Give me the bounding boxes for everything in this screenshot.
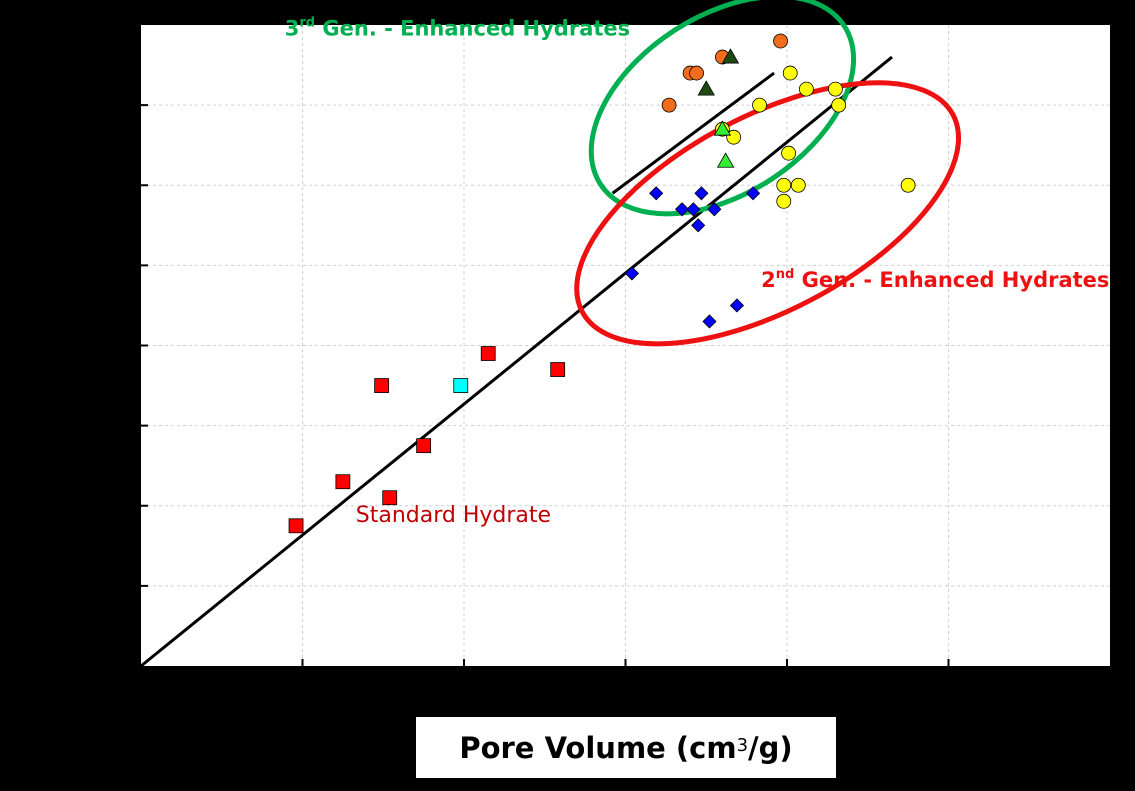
circle-marker xyxy=(781,145,797,161)
square-marker xyxy=(374,378,390,393)
triangle-marker xyxy=(716,152,735,168)
square-marker xyxy=(550,362,566,377)
diamond-marker xyxy=(674,202,690,217)
trend-line xyxy=(140,55,893,668)
square-marker xyxy=(335,474,351,490)
annotation-text: Gen. - Enhanced Hydrates xyxy=(315,16,630,40)
diamond-marker xyxy=(729,298,745,313)
gridlines xyxy=(141,25,1110,666)
data-points xyxy=(288,33,916,534)
circle-marker xyxy=(689,65,704,81)
diamond-marker xyxy=(707,202,722,217)
x-axis-label-sup: 3 xyxy=(736,735,749,756)
circle-marker xyxy=(831,97,847,113)
circle-marker xyxy=(752,97,767,113)
annotation-sup: rd xyxy=(299,15,315,30)
annotation-label: 3rd Gen. - Enhanced Hydrates xyxy=(285,15,630,40)
triangle-marker xyxy=(713,120,732,136)
triangle-marker xyxy=(721,48,740,64)
square-marker xyxy=(416,438,432,454)
circle-marker xyxy=(661,97,677,113)
diamond-marker xyxy=(702,314,717,329)
x-axis-label: Pore Volume (cm 3/g) xyxy=(416,717,836,778)
circle-marker xyxy=(782,65,798,81)
annotation-text: Standard Hydrate xyxy=(356,503,551,528)
annotation-prefix: 3 xyxy=(285,16,300,40)
diamond-marker xyxy=(694,186,709,201)
diamond-marker xyxy=(624,266,640,281)
circle-marker xyxy=(798,81,814,97)
circle-marker xyxy=(773,33,788,49)
annotation-label: Standard Hydrate xyxy=(356,503,551,528)
circle-marker xyxy=(776,193,792,209)
circle-marker xyxy=(900,177,916,193)
group-ellipse xyxy=(588,0,857,217)
square-marker xyxy=(480,346,496,361)
annotation-label: 2nd Gen. - Enhanced Hydrates xyxy=(761,267,1109,292)
x-axis-label-tail: /g) xyxy=(748,730,793,765)
circle-marker xyxy=(790,177,806,193)
annotation-text: Gen. - Enhanced Hydrates xyxy=(794,268,1109,292)
diamond-marker xyxy=(649,186,664,201)
diamond-marker xyxy=(746,186,761,201)
circle-marker xyxy=(828,81,843,97)
circle-marker xyxy=(726,129,742,145)
circle-marker xyxy=(776,177,792,193)
triangle-marker xyxy=(697,80,715,96)
square-marker xyxy=(453,378,469,393)
diamond-marker xyxy=(691,218,706,233)
annotation-sup: nd xyxy=(776,267,795,282)
diamond-marker xyxy=(686,202,701,217)
square-marker xyxy=(382,490,398,506)
trend-lines xyxy=(140,55,893,668)
axis-ticks xyxy=(141,104,950,666)
annotation-prefix: 2 xyxy=(761,268,776,292)
x-axis-label-main: Pore Volume (cm xyxy=(459,730,737,765)
trend-line xyxy=(611,71,775,195)
square-marker xyxy=(288,518,304,534)
